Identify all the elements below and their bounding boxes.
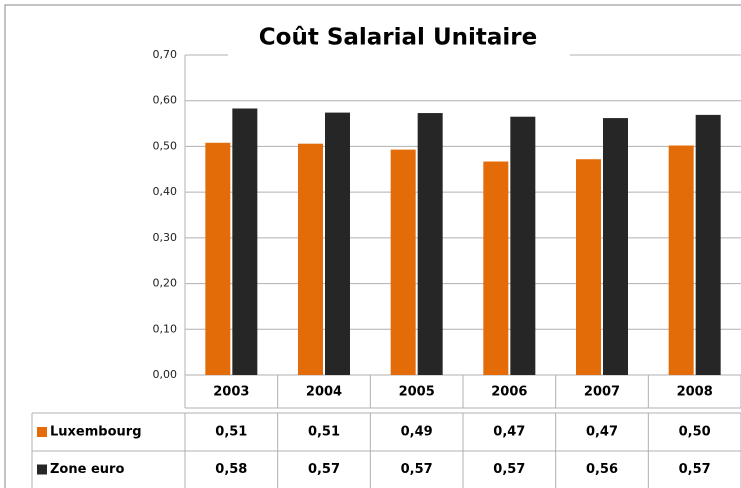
legend-label: Luxembourg: [50, 425, 142, 440]
chart-title: Coût Salarial Unitaire: [259, 25, 537, 51]
table-value: 0,49: [401, 425, 433, 440]
x-tick-label: 2004: [306, 385, 342, 400]
table-value: 0,57: [401, 462, 433, 477]
bar: [232, 108, 258, 375]
legend-label: Zone euro: [50, 462, 124, 477]
x-tick-label: 2008: [677, 385, 713, 400]
x-tick-label: 2006: [491, 385, 527, 400]
chart-border: [4, 4, 741, 488]
title-bg: [228, 20, 570, 56]
table-value: 0,47: [493, 425, 525, 440]
table-value: 0,57: [679, 462, 711, 477]
bar: [417, 113, 443, 376]
bar: [483, 161, 509, 375]
bar: [668, 145, 694, 375]
bar: [390, 149, 416, 375]
y-tick-label: 0,50: [153, 139, 178, 152]
bar: [510, 116, 536, 375]
table-value: 0,57: [493, 462, 525, 477]
y-tick-label: 0,30: [153, 231, 178, 244]
bar: [205, 142, 231, 375]
table-value: 0,51: [308, 425, 340, 440]
y-tick-label: 0,20: [153, 277, 178, 290]
table-value: 0,56: [586, 462, 618, 477]
y-tick-label: 0,10: [153, 322, 178, 335]
bar: [298, 143, 323, 375]
legend-key: [37, 464, 47, 475]
x-tick-label: 2003: [213, 385, 249, 400]
y-tick-label: 0,60: [153, 94, 178, 107]
table-value: 0,47: [586, 425, 618, 440]
y-tick-label: 0,70: [153, 48, 178, 61]
x-tick-label: 2005: [399, 385, 435, 400]
bar: [325, 112, 350, 375]
table-value: 0,57: [308, 462, 340, 477]
y-tick-label: 0,00: [153, 368, 178, 381]
table-value: 0,51: [215, 425, 247, 440]
bar: [603, 118, 628, 375]
y-tick-label: 0,40: [153, 185, 178, 198]
legend-key: [37, 427, 47, 437]
table-value: 0,58: [215, 462, 247, 477]
table-value: 0,50: [679, 425, 711, 440]
x-tick-label: 2007: [584, 385, 620, 400]
bar: [576, 159, 601, 375]
bar: [695, 114, 721, 375]
